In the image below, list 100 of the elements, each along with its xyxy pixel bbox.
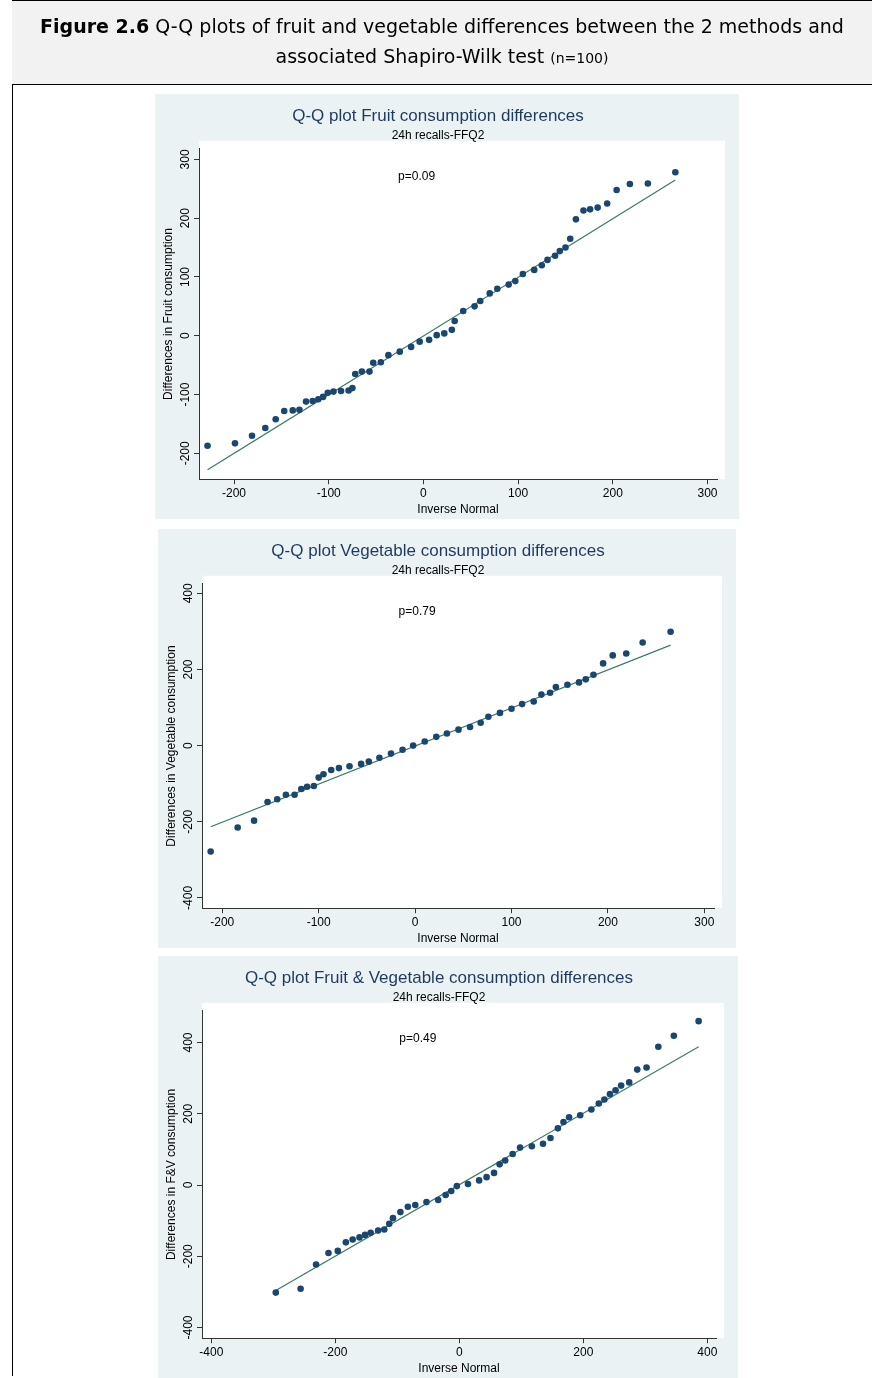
point bbox=[434, 1196, 442, 1204]
point bbox=[594, 204, 601, 211]
point bbox=[248, 432, 256, 439]
point bbox=[617, 1082, 625, 1089]
point bbox=[670, 1032, 678, 1040]
y-tick-label: -200 bbox=[178, 441, 193, 466]
point bbox=[250, 817, 258, 824]
point bbox=[544, 256, 551, 264]
point bbox=[357, 760, 365, 768]
annotation: p=0.49 bbox=[399, 1030, 437, 1045]
y-tick-label: 0 bbox=[181, 1181, 196, 1189]
point bbox=[376, 754, 383, 762]
point bbox=[471, 303, 478, 310]
point bbox=[425, 336, 433, 344]
point bbox=[448, 326, 456, 334]
x-tick-label: 0 bbox=[455, 1344, 463, 1359]
point bbox=[433, 331, 440, 339]
point bbox=[369, 359, 377, 367]
point bbox=[337, 387, 345, 395]
point bbox=[309, 397, 316, 405]
point bbox=[667, 628, 674, 636]
y-tick-label: 400 bbox=[181, 582, 196, 604]
x-tick-label: 300 bbox=[694, 914, 715, 929]
point bbox=[466, 723, 474, 731]
point bbox=[672, 169, 679, 176]
point bbox=[272, 415, 280, 423]
point bbox=[609, 652, 617, 659]
point bbox=[358, 368, 366, 375]
point bbox=[606, 1090, 614, 1098]
point bbox=[302, 398, 310, 405]
point bbox=[264, 798, 271, 806]
point bbox=[477, 719, 484, 727]
point bbox=[530, 266, 538, 274]
x-tick-label: 200 bbox=[602, 485, 624, 500]
point bbox=[496, 1161, 503, 1168]
x-tick-label: 100 bbox=[508, 485, 529, 500]
x-tick-label: 200 bbox=[597, 914, 619, 929]
point bbox=[530, 698, 537, 705]
point bbox=[586, 206, 594, 213]
point bbox=[490, 1169, 498, 1177]
point bbox=[310, 782, 318, 790]
point bbox=[556, 247, 564, 255]
y-tick-label: 0 bbox=[181, 741, 196, 749]
point bbox=[282, 791, 290, 799]
point bbox=[528, 1142, 536, 1150]
point bbox=[695, 1017, 702, 1025]
chart-title: Q-Q plot Vegetable consumption differences bbox=[271, 540, 605, 560]
point bbox=[409, 742, 417, 749]
y-tick-label: -200 bbox=[181, 809, 196, 834]
point bbox=[501, 1157, 509, 1164]
point bbox=[538, 261, 546, 269]
point bbox=[519, 270, 527, 278]
point bbox=[296, 406, 303, 414]
x-tick-label: -400 bbox=[199, 1344, 224, 1359]
point bbox=[639, 639, 646, 646]
point bbox=[633, 1066, 641, 1073]
point bbox=[508, 705, 515, 712]
point bbox=[342, 1239, 350, 1246]
x-tick-label: 200 bbox=[573, 1344, 594, 1359]
point bbox=[272, 1289, 280, 1296]
y-tick-label: 0 bbox=[178, 332, 193, 340]
point bbox=[411, 1201, 419, 1209]
point bbox=[351, 370, 359, 378]
point bbox=[404, 1203, 412, 1211]
text: Figure 2.6 bbox=[40, 15, 150, 37]
x-axis-title: Inverse Normal bbox=[418, 1361, 500, 1376]
point bbox=[644, 180, 652, 187]
point bbox=[349, 1236, 356, 1243]
point bbox=[387, 750, 395, 757]
y-tick-label: -400 bbox=[181, 1315, 196, 1340]
point bbox=[595, 1100, 603, 1107]
point bbox=[389, 1214, 397, 1222]
x-tick-label: -200 bbox=[210, 914, 235, 929]
point bbox=[280, 407, 288, 415]
point bbox=[547, 1134, 554, 1142]
point bbox=[453, 1182, 461, 1190]
x-tick-label: 100 bbox=[501, 914, 522, 929]
point bbox=[385, 1220, 393, 1228]
point bbox=[319, 393, 327, 401]
point bbox=[291, 791, 298, 799]
point bbox=[407, 343, 415, 351]
point bbox=[374, 1227, 382, 1234]
point bbox=[516, 1144, 524, 1151]
point bbox=[261, 424, 269, 432]
point bbox=[560, 1118, 567, 1126]
point bbox=[564, 681, 571, 688]
point bbox=[416, 338, 423, 345]
point bbox=[643, 1064, 650, 1071]
point bbox=[459, 307, 467, 315]
point bbox=[315, 774, 322, 781]
x-tick-label: 0 bbox=[411, 914, 419, 929]
point bbox=[380, 1226, 388, 1233]
chart-subtitle: 24h recalls-FFQ2 bbox=[392, 989, 486, 1004]
y-tick-label: -200 bbox=[181, 1243, 196, 1269]
chart-title: Q-Q plot Fruit & Vegetable consumption differences bbox=[244, 967, 634, 987]
point bbox=[486, 290, 494, 297]
point bbox=[443, 730, 451, 737]
point bbox=[518, 700, 526, 708]
point bbox=[455, 726, 462, 733]
point bbox=[626, 180, 634, 188]
